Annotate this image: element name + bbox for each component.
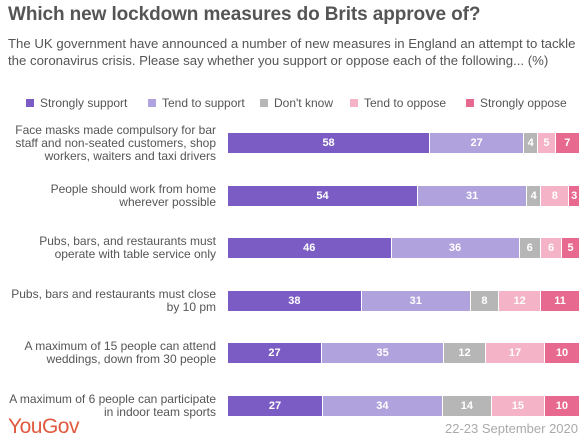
category-label: Pubs, bars, and restaurants must operate… xyxy=(39,234,216,261)
bar-segment-strongly-support: 38 xyxy=(228,290,362,311)
category-label: A maximum of 15 people can attend weddin… xyxy=(24,339,216,366)
bar-row: 46 36 6 6 5 xyxy=(228,238,580,258)
chart-title: Which new lockdown measures do Brits app… xyxy=(8,4,481,25)
bar-segment-strongly-oppose: 7 xyxy=(555,133,580,153)
category-label: Pubs, bars and restaurants must close by… xyxy=(11,286,216,314)
category-label: Face masks made compulsory for bar staff… xyxy=(15,122,216,163)
bar-segment-tend-to-support: 31 xyxy=(361,290,471,311)
bar-segment-tend-to-oppose: 6 xyxy=(540,238,563,258)
bar-segment-strongly-oppose: 10 xyxy=(544,395,580,416)
bar-segment-tend-to-support: 36 xyxy=(391,238,520,258)
bar-segment-don-t-know: 8 xyxy=(470,290,500,311)
bar-row: 27 34 14 15 10 xyxy=(228,395,580,416)
bar-segment-strongly-support: 54 xyxy=(228,185,419,206)
yougov-logo: YouGov xyxy=(8,415,79,438)
legend-item-tend-to-oppose: Tend to oppose xyxy=(350,96,446,110)
legend-label: Strongly oppose xyxy=(480,96,567,110)
legend-item-don-t-know: Don't know xyxy=(260,96,333,110)
bar-row: 54 31 4 8 3 xyxy=(228,185,580,206)
bar-segment-strongly-support: 27 xyxy=(228,395,324,416)
bar-segment-tend-to-oppose: 5 xyxy=(538,133,556,153)
legend-label: Strongly support xyxy=(40,96,128,110)
bar-segment-tend-to-support: 34 xyxy=(323,395,443,416)
legend-item-strongly-oppose: Strongly oppose xyxy=(466,96,567,110)
bar-segment-don-t-know: 14 xyxy=(442,395,492,416)
bar-segment-tend-to-support: 31 xyxy=(418,185,528,206)
legend-label: Tend to support xyxy=(162,96,245,110)
legend-item-tend-to-support: Tend to support xyxy=(148,96,245,110)
bar-segment-strongly-oppose: 3 xyxy=(569,185,580,206)
bar-row: 38 31 8 12 11 xyxy=(228,290,580,311)
bar-segment-don-t-know: 12 xyxy=(444,343,486,363)
category-label: People should work from home wherever po… xyxy=(50,181,216,209)
bar-row: 27 35 12 17 10 xyxy=(228,343,580,363)
bar-segment-strongly-support: 46 xyxy=(228,238,392,258)
legend-swatch xyxy=(260,99,268,107)
category-label: A maximum of 6 people can participate in… xyxy=(9,391,216,419)
bar-row: 58 27 4 5 7 xyxy=(228,133,580,153)
bar-segment-tend-to-oppose: 8 xyxy=(541,185,570,206)
bar-segment-tend-to-oppose: 17 xyxy=(485,343,546,363)
bar-segment-strongly-support: 58 xyxy=(228,133,431,153)
legend-label: Don't know xyxy=(274,96,333,110)
legend-swatch xyxy=(148,99,156,107)
bar-segment-tend-to-oppose: 15 xyxy=(492,395,545,416)
bar-segment-strongly-support: 27 xyxy=(228,343,323,363)
bar-segment-don-t-know: 6 xyxy=(519,238,541,258)
bar-segment-tend-to-support: 35 xyxy=(322,343,445,363)
legend-swatch xyxy=(350,99,358,107)
legend-swatch xyxy=(26,99,34,107)
legend: Strongly support Tend to support Don't kno… xyxy=(26,96,582,110)
legend-swatch xyxy=(466,99,474,107)
bar-segment-tend-to-oppose: 12 xyxy=(499,290,542,311)
chart-subtitle: The UK government have announced a numbe… xyxy=(8,36,576,68)
bar-segment-don-t-know: 4 xyxy=(524,133,539,153)
survey-date: 22-23 September 2020 xyxy=(445,421,578,436)
bar-segment-don-t-know: 4 xyxy=(527,185,542,206)
bar-segment-tend-to-support: 27 xyxy=(430,133,525,153)
legend-item-strongly-support: Strongly support xyxy=(26,96,127,110)
bar-segment-strongly-oppose: 5 xyxy=(562,238,580,258)
bar-segment-strongly-oppose: 11 xyxy=(541,290,580,311)
bar-segment-strongly-oppose: 10 xyxy=(545,343,580,363)
legend-label: Tend to oppose xyxy=(364,96,447,110)
